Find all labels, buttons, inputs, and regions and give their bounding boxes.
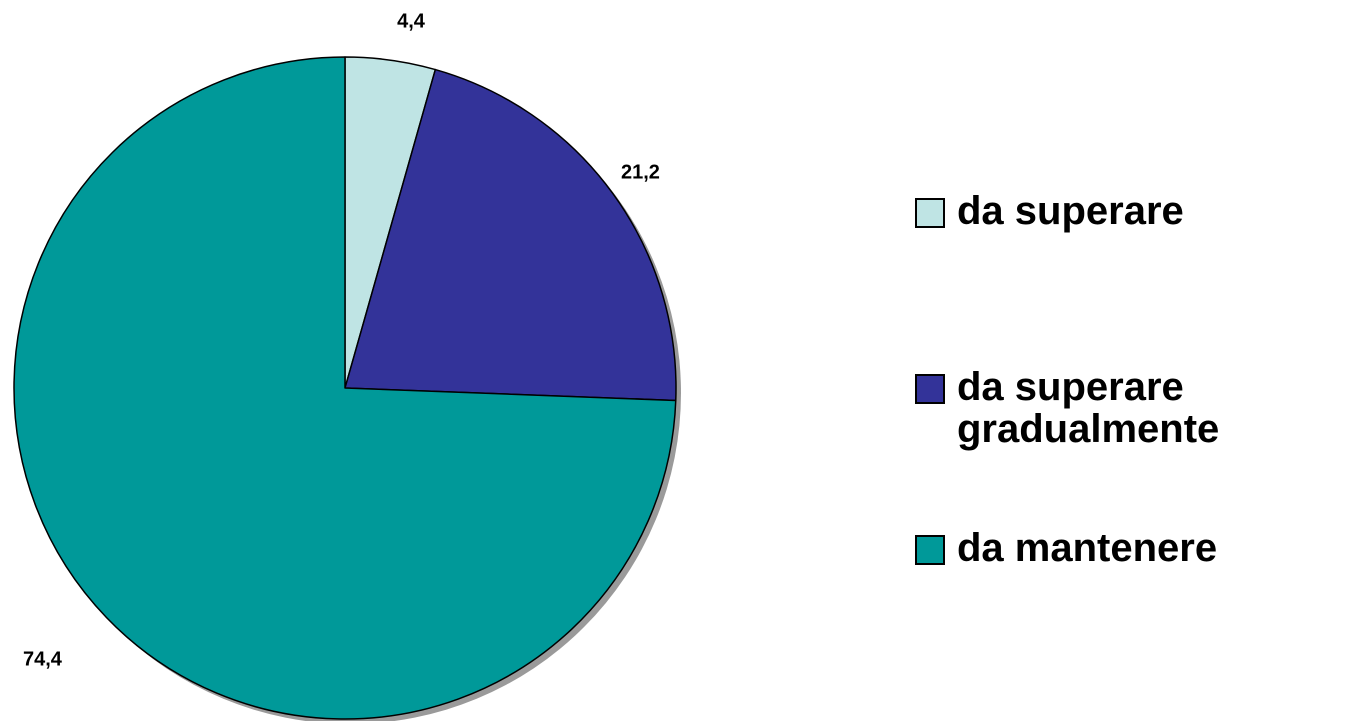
legend: da superare da superare gradualmente da … [915,0,1345,721]
data-label-da-superare-gradualmente: 21,2 [621,161,660,183]
pie-data-labels: 4,4 21,2 74,4 [23,10,660,670]
legend-item-da-mantenere: da mantenere [915,527,1347,569]
legend-label-da-superare: da superare [957,189,1184,233]
pie-slices [13,56,677,720]
legend-label-da-mantenere: da mantenere [957,526,1218,570]
legend-swatch-da-superare [915,198,945,228]
legend-label-da-superare-gradualmente: da superare gradualmente [957,365,1220,451]
legend-swatch-da-superare-gradualmente [915,374,945,404]
pie-slice-da-mantenere [13,56,677,720]
data-label-da-superare: 4,4 [397,10,426,32]
legend-swatch-da-mantenere [915,535,945,565]
legend-item-da-superare: da superare [915,190,1347,232]
pie-slice-da-superare-gradualmente [344,68,677,402]
data-label-da-mantenere: 74,4 [23,648,63,670]
legend-item-da-superare-gradualmente: da superare gradualmente [915,366,1347,450]
